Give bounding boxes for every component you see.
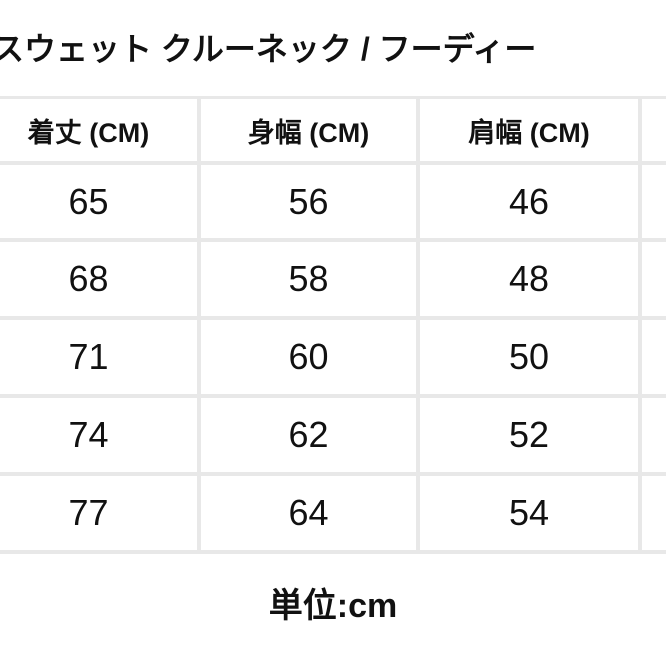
header-body-width: 身幅 (CM): [201, 99, 416, 161]
table-cell-cut-off: [642, 398, 666, 472]
table-cell: 74: [0, 398, 197, 472]
table-cell: 52: [420, 398, 638, 472]
table-cell: 71: [0, 320, 197, 394]
table-cell: 62: [201, 398, 416, 472]
table-cell: 56: [201, 165, 416, 238]
table-cell: 50: [420, 320, 638, 394]
table-cell: 77: [0, 476, 197, 550]
table-cell-cut-off: [642, 165, 666, 238]
header-shoulder-width: 肩幅 (CM): [420, 99, 638, 161]
table-cell: 48: [420, 242, 638, 316]
size-chart-title: スウェット クルーネック / フーディー: [0, 31, 537, 67]
unit-note: 単位:cm: [268, 587, 398, 625]
table-cell-cut-off: [642, 242, 666, 316]
header-cut-off: [642, 99, 666, 161]
table-cell: 65: [0, 165, 197, 238]
table-cell: 60: [201, 320, 416, 394]
table-cell: 46: [420, 165, 638, 238]
table-cell: 58: [201, 242, 416, 316]
table-cell-cut-off: [642, 320, 666, 394]
table-cell: 64: [201, 476, 416, 550]
table-cell: 54: [420, 476, 638, 550]
header-length: 着丈 (CM): [0, 99, 197, 161]
table-cell-cut-off: [642, 476, 666, 550]
table-cell: 68: [0, 242, 197, 316]
size-table: 着丈 (CM) 身幅 (CM) 肩幅 (CM) 65 56 46 68 58 4…: [0, 96, 666, 554]
